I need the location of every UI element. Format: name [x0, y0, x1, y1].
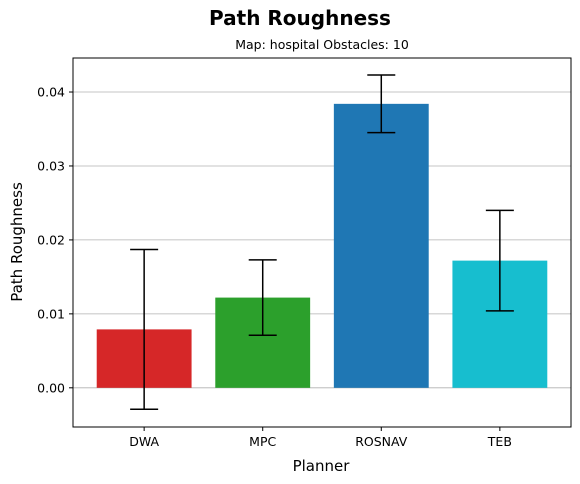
x-tick-label: ROSNAV	[355, 434, 408, 449]
x-tick-label: TEB	[487, 434, 512, 449]
plot-frame	[72, 57, 572, 428]
y-tick-label: 0.04	[37, 85, 65, 100]
x-axis-label: Planner	[293, 457, 351, 475]
bar-rosnav	[333, 103, 429, 388]
chart-title: Path Roughness	[209, 6, 391, 30]
y-tick-label: 0.01	[37, 306, 65, 321]
y-tick-label: 0.02	[37, 232, 65, 247]
x-axis-ticks: DWA MPC ROSNAV TEB	[129, 427, 512, 449]
y-tick-label: 0.03	[37, 158, 65, 173]
y-axis-label: Path Roughness	[8, 182, 26, 302]
bars	[96, 103, 548, 388]
y-tick-label: 0.00	[37, 380, 65, 395]
x-tick-label: DWA	[129, 434, 159, 449]
chart-subtitle: Map: hospital Obstacles: 10	[235, 37, 409, 52]
y-axis-ticks: 0.00 0.01 0.02 0.03 0.04	[37, 85, 73, 395]
x-tick-label: MPC	[249, 434, 276, 449]
error-bars	[130, 74, 514, 411]
